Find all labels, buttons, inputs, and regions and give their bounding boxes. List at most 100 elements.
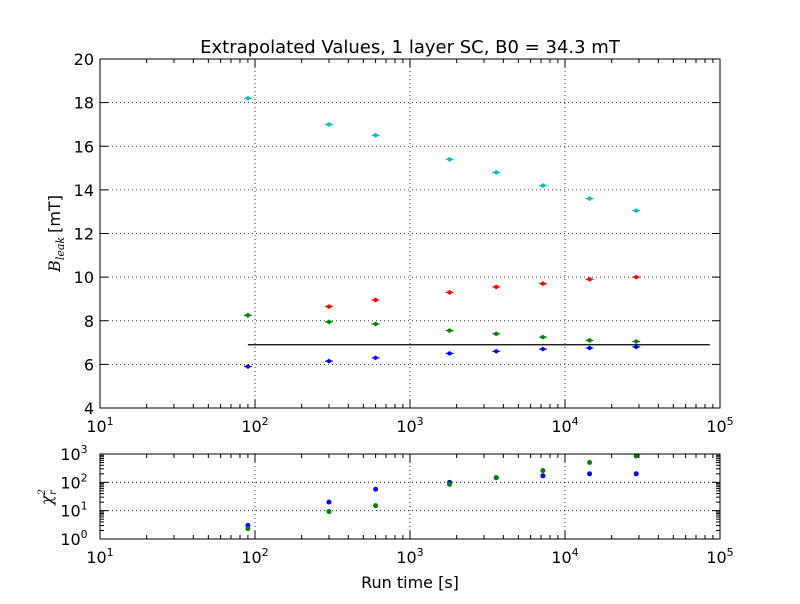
chi-x-tick-base: 10 [86,548,106,567]
main-y-axis-label-symbol: B [45,260,64,273]
main-y-tick-label: 12 [74,225,94,244]
main-y-tick-label: 4 [84,399,94,418]
main-series-2 [243,274,641,318]
chi-square-points [245,453,639,532]
chi-x-tick-exponent: 3 [417,546,424,559]
chi-y-tick-exponent: 2 [81,471,88,484]
main-data-point [325,358,333,364]
chi-square-grid [100,454,720,539]
main-x-tick-base: 10 [241,417,261,436]
chi-x-tick-exponent: 1 [107,546,114,559]
main-x-tick-label: 101 [86,415,113,436]
chi-data-point [587,471,593,477]
chi-y-tick-label: 103 [60,443,87,464]
chi-y-tick-label: 102 [60,471,87,492]
main-data-point [325,121,333,127]
chi-series-2 [245,453,639,532]
main-x-tick-exponent: 4 [572,415,579,428]
chi-data-point [493,475,499,481]
main-x-tick-base: 10 [551,417,571,436]
main-x-tick-exponent: 2 [262,415,269,428]
main-data-point [492,348,500,354]
chi-y-tick-exponent: 1 [81,500,88,513]
main-x-tick-label: 105 [706,415,733,436]
main-data-point [372,297,380,303]
main-y-tick-label: 8 [84,312,94,331]
chi-x-tick-base: 10 [396,548,416,567]
main-data-point [539,334,547,340]
main-data-point [446,289,453,295]
main-x-tick-base: 10 [706,417,726,436]
chi-x-tick-base: 10 [706,548,726,567]
chi-x-tick-label: 103 [396,546,423,567]
chi-y-tick-exponent: 3 [81,443,88,456]
chi-x-tick-label: 101 [86,546,113,567]
main-y-axis-label-unit: [mT] [45,195,64,233]
chi-x-tick-label: 104 [551,546,578,567]
chi-square-y-axis-label: χ2r [37,489,59,506]
chi-x-tick-label: 105 [706,546,733,567]
chi-data-point [326,499,332,505]
chi-y-tick-base: 10 [60,473,80,492]
main-series-1 [243,95,641,214]
main-series-4 [243,344,641,370]
main-x-tick-exponent: 5 [727,415,734,428]
chi-x-tick-exponent: 4 [572,546,579,559]
chi-y-tick-exponent: 0 [81,528,88,541]
main-data-point [372,355,380,361]
main-data-point [632,338,640,344]
chi-data-point [633,471,639,477]
main-y-axis-label: Bleak [mT] [45,195,67,273]
main-y-tick-label: 16 [74,137,94,156]
main-data-point [539,183,547,189]
main-data-point [632,274,640,280]
chi-square-y-axis-label-superscript: 2 [37,489,48,496]
chi-y-tick-label: 101 [60,500,87,521]
main-x-tick-exponent: 1 [107,415,114,428]
chi-x-tick-label: 102 [241,546,268,567]
chi-square-y-axis-label-subscript: r [48,489,59,495]
main-y-tick-label: 10 [74,268,94,287]
main-y-tick-label: 6 [84,355,94,374]
chi-data-point [373,486,379,492]
main-data-point [325,319,333,325]
main-x-tick-label: 102 [241,415,268,436]
chi-x-tick-exponent: 5 [727,546,734,559]
main-series-3 [243,312,641,344]
main-x-tick-base: 10 [396,417,416,436]
main-y-tick-label: 20 [74,50,94,69]
chi-y-tick-label: 100 [60,528,87,549]
main-data-point [586,345,593,351]
main-y-tick-label: 18 [74,94,94,113]
main-data-point [244,364,252,370]
main-plot-grid [100,59,720,408]
chi-y-tick-base: 10 [60,502,80,521]
main-data-point [446,156,453,162]
chi-data-point [326,509,332,515]
main-x-tick-base: 10 [86,417,106,436]
main-data-point [372,321,380,327]
chi-x-tick-base: 10 [551,548,571,567]
main-data-point [244,95,252,101]
chi-x-tick-exponent: 2 [262,546,269,559]
main-data-point [446,350,453,356]
x-axis-label: Run time [s] [361,573,459,592]
chi-data-point [633,453,639,459]
main-x-tick-label: 104 [551,415,578,436]
main-data-point [586,196,593,202]
chi-data-point [447,481,453,487]
main-data-point [372,132,380,138]
chi-data-point [373,503,379,509]
main-data-point [539,346,547,352]
main-data-point [325,304,333,310]
chi-data-point [587,460,593,466]
chi-series-1 [245,471,639,528]
chi-square-y-axis-label-symbol: χ [37,494,56,506]
main-data-point [632,208,640,214]
main-data-point [446,328,453,334]
